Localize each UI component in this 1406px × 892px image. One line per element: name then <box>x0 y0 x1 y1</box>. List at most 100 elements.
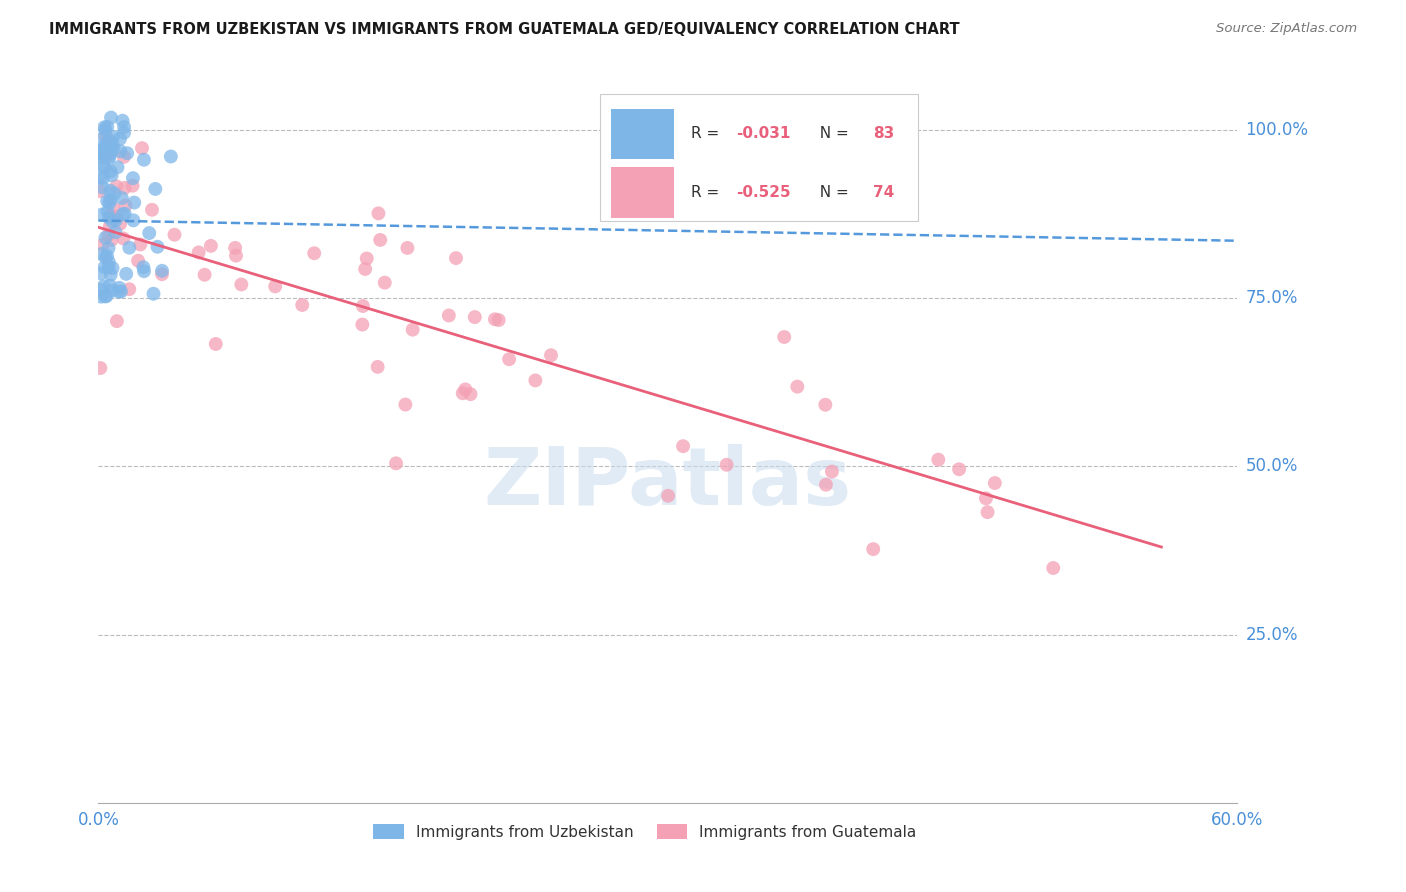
Point <box>122 213 145 227</box>
Point <box>93 159 115 173</box>
Point <box>98 196 121 211</box>
Point <box>104 213 127 227</box>
Point <box>97 227 120 242</box>
Point <box>100 284 122 298</box>
Point <box>132 260 155 275</box>
Point <box>96 194 118 209</box>
Point <box>90 208 112 222</box>
Point <box>821 465 844 479</box>
Point <box>484 312 506 326</box>
Point <box>352 299 374 313</box>
Point <box>118 282 141 296</box>
Point <box>108 281 131 295</box>
Point <box>101 260 124 275</box>
Point <box>110 285 132 299</box>
Point <box>225 249 247 263</box>
Point <box>91 180 114 194</box>
Point <box>105 210 128 224</box>
Point <box>657 489 679 503</box>
Point <box>97 260 120 275</box>
Point <box>89 143 111 157</box>
Point <box>121 178 143 193</box>
Point <box>122 171 145 186</box>
Point <box>672 439 695 453</box>
Text: 75.0%: 75.0% <box>1246 289 1298 307</box>
Point <box>948 462 970 476</box>
Point <box>108 132 131 146</box>
Point <box>129 237 152 252</box>
Point <box>112 120 135 134</box>
Point <box>150 267 173 281</box>
FancyBboxPatch shape <box>612 167 673 218</box>
Point <box>160 149 183 163</box>
Point <box>93 120 115 135</box>
Legend: Immigrants from Uzbekistan, Immigrants from Guatemala: Immigrants from Uzbekistan, Immigrants f… <box>367 818 922 846</box>
Point <box>131 141 153 155</box>
Point <box>110 144 132 158</box>
Point <box>444 251 467 265</box>
Point <box>302 246 325 260</box>
Point <box>89 184 111 198</box>
Point <box>96 249 118 263</box>
Text: Source: ZipAtlas.com: Source: ZipAtlas.com <box>1216 22 1357 36</box>
Point <box>396 241 419 255</box>
Point <box>96 204 118 219</box>
Point <box>94 129 117 144</box>
Point <box>98 184 121 198</box>
Point <box>118 241 141 255</box>
Point <box>89 283 111 297</box>
FancyBboxPatch shape <box>599 94 918 221</box>
Point <box>94 289 117 303</box>
Point <box>141 202 163 217</box>
Point <box>94 140 117 154</box>
Point <box>454 383 477 397</box>
Point <box>111 191 134 205</box>
Point <box>112 231 135 245</box>
Point <box>352 318 374 332</box>
Text: -0.031: -0.031 <box>737 127 790 142</box>
Point <box>90 267 112 281</box>
Point <box>91 237 114 252</box>
Point <box>402 323 425 337</box>
Point <box>394 398 416 412</box>
Text: ZIPatlas: ZIPatlas <box>484 444 852 522</box>
Point <box>114 181 136 195</box>
Text: 50.0%: 50.0% <box>1246 458 1298 475</box>
Point <box>107 285 129 299</box>
Point <box>374 276 396 290</box>
Point <box>93 279 115 293</box>
Point <box>97 241 120 255</box>
Point <box>101 129 124 144</box>
Point <box>1042 561 1064 575</box>
Point <box>93 260 115 274</box>
Point <box>862 542 884 557</box>
Point <box>976 505 998 519</box>
Point <box>98 146 121 161</box>
Text: IMMIGRANTS FROM UZBEKISTAN VS IMMIGRANTS FROM GUATEMALA GED/EQUIVALENCY CORRELAT: IMMIGRANTS FROM UZBEKISTAN VS IMMIGRANTS… <box>49 22 960 37</box>
Point <box>100 169 122 183</box>
Point <box>773 330 796 344</box>
Point <box>132 153 155 167</box>
Point <box>89 150 111 164</box>
Point <box>89 145 111 160</box>
Point <box>101 214 124 228</box>
Point <box>107 160 129 174</box>
Point <box>111 113 134 128</box>
Text: R =: R = <box>690 127 724 142</box>
Point <box>451 386 474 401</box>
Point <box>98 278 121 293</box>
Point <box>112 150 135 164</box>
Point <box>104 225 127 239</box>
Point <box>187 245 209 260</box>
Point <box>464 310 486 324</box>
Point <box>163 227 186 242</box>
Point <box>89 146 111 161</box>
Point <box>146 240 169 254</box>
Point <box>100 193 122 207</box>
Point <box>100 268 122 282</box>
Point <box>122 195 145 210</box>
Point <box>814 477 837 491</box>
Point <box>97 151 120 165</box>
Point <box>90 247 112 261</box>
Point <box>103 202 125 216</box>
